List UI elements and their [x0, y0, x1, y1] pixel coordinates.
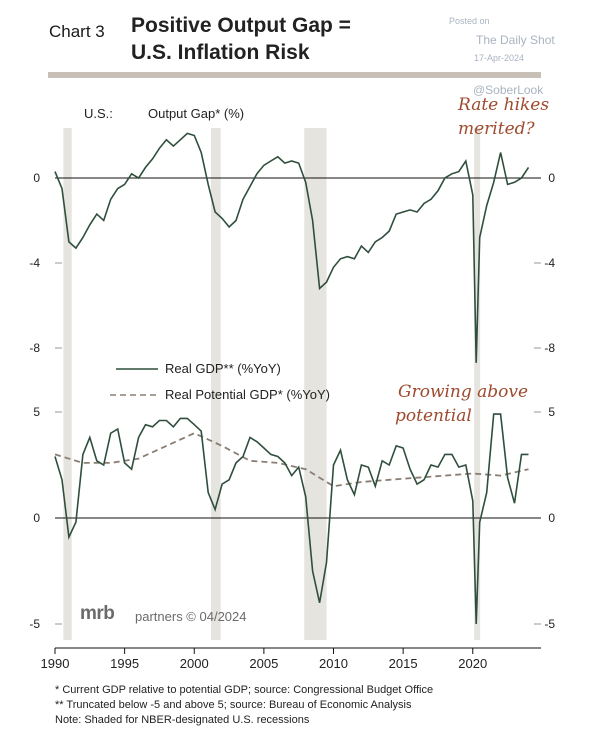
recession-band-2	[304, 128, 327, 640]
legend-label-real-gdp: Real GDP** (%YoY)	[165, 361, 281, 376]
legend-label-potential-gdp: Real Potential GDP* (%YoY)	[165, 387, 330, 402]
title-line-1: Positive Output Gap =	[131, 14, 351, 37]
series-lines	[54, 132, 530, 625]
chart-title: Positive Output Gap = U.S. Inflation Ris…	[131, 12, 351, 66]
title-line-2: U.S. Inflation Risk	[131, 41, 310, 64]
output-gap-line	[54, 132, 530, 363]
recession-band-3	[474, 128, 481, 640]
bottom-left-ytick-0: 5	[33, 405, 40, 419]
top-right-ytick-1: -4	[544, 256, 555, 270]
axis-ticks: 0 0 -4 -4 -8 -8 5 5 0 0 -5 -5 1990 1995 2000 2005 2010 20…	[29, 171, 555, 671]
xtick-label-5: 2015	[389, 656, 418, 671]
bottom-right-ytick-0: 5	[548, 405, 555, 419]
xtick-label-1: 1995	[110, 656, 139, 671]
bottom-right-ytick-1: 0	[548, 511, 555, 525]
mrb-logo: mrb	[80, 603, 115, 624]
bottom-left-ytick-1: 0	[33, 511, 40, 525]
footnote-3: Note: Shaded for NBER-designated U.S. re…	[55, 714, 310, 726]
real-gdp-line	[54, 413, 529, 625]
legend: Real GDP** (%YoY) Real Potential GDP* (%…	[110, 361, 330, 402]
mrb-partners-text: partners © 04/2024	[135, 609, 247, 624]
top-left-ytick-1: -4	[29, 256, 40, 270]
xtick-label-6: 2020	[458, 656, 487, 671]
top-ylabel: Output Gap* (%)	[148, 106, 244, 121]
xtick-label-4: 2010	[319, 656, 348, 671]
recession-shading	[63, 128, 481, 640]
top-annotation-line-1: Rate hikes	[457, 95, 549, 115]
watermark-handle: @SoberLook	[473, 83, 544, 97]
top-left-ytick-2: -8	[29, 341, 40, 355]
watermark-source: The Daily Shot	[476, 33, 555, 47]
footnotes: * Current GDP relative to potential GDP;…	[55, 683, 433, 728]
xtick-label-0: 1990	[41, 656, 70, 671]
bottom-annotation-line-2: potential	[395, 406, 472, 426]
panel-label: U.S.:	[84, 106, 113, 121]
watermark-posted: Posted on	[449, 16, 490, 26]
top-right-ytick-2: -8	[544, 341, 555, 355]
footnote-2: ** Truncated below -5 and above 5; sourc…	[55, 699, 412, 711]
xtick-label-2: 2000	[180, 656, 209, 671]
top-right-ytick-0: 0	[548, 171, 555, 185]
chart-number: Chart 3	[49, 22, 105, 41]
top-left-ytick-0: 0	[33, 171, 40, 185]
bottom-left-ytick-2: -5	[29, 617, 40, 631]
potential-gdp-line	[54, 432, 529, 488]
bottom-annotation-line-1: Growing above	[398, 382, 528, 402]
chart-area: 0 0 -4 -4 -8 -8 5 5 0 0 -5 -5 1990 1995 2000 2005 2010 20…	[29, 95, 555, 671]
watermark-date: 17-Apr-2024	[474, 53, 525, 63]
title-rule	[48, 72, 541, 78]
xtick-label-3: 2005	[249, 656, 278, 671]
bottom-right-ytick-2: -5	[544, 617, 555, 631]
footnote-1: * Current GDP relative to potential GDP;…	[55, 684, 434, 696]
recession-band-1	[210, 128, 221, 640]
top-annotation-line-2: merited?	[458, 119, 536, 139]
recession-band-0	[63, 128, 72, 640]
